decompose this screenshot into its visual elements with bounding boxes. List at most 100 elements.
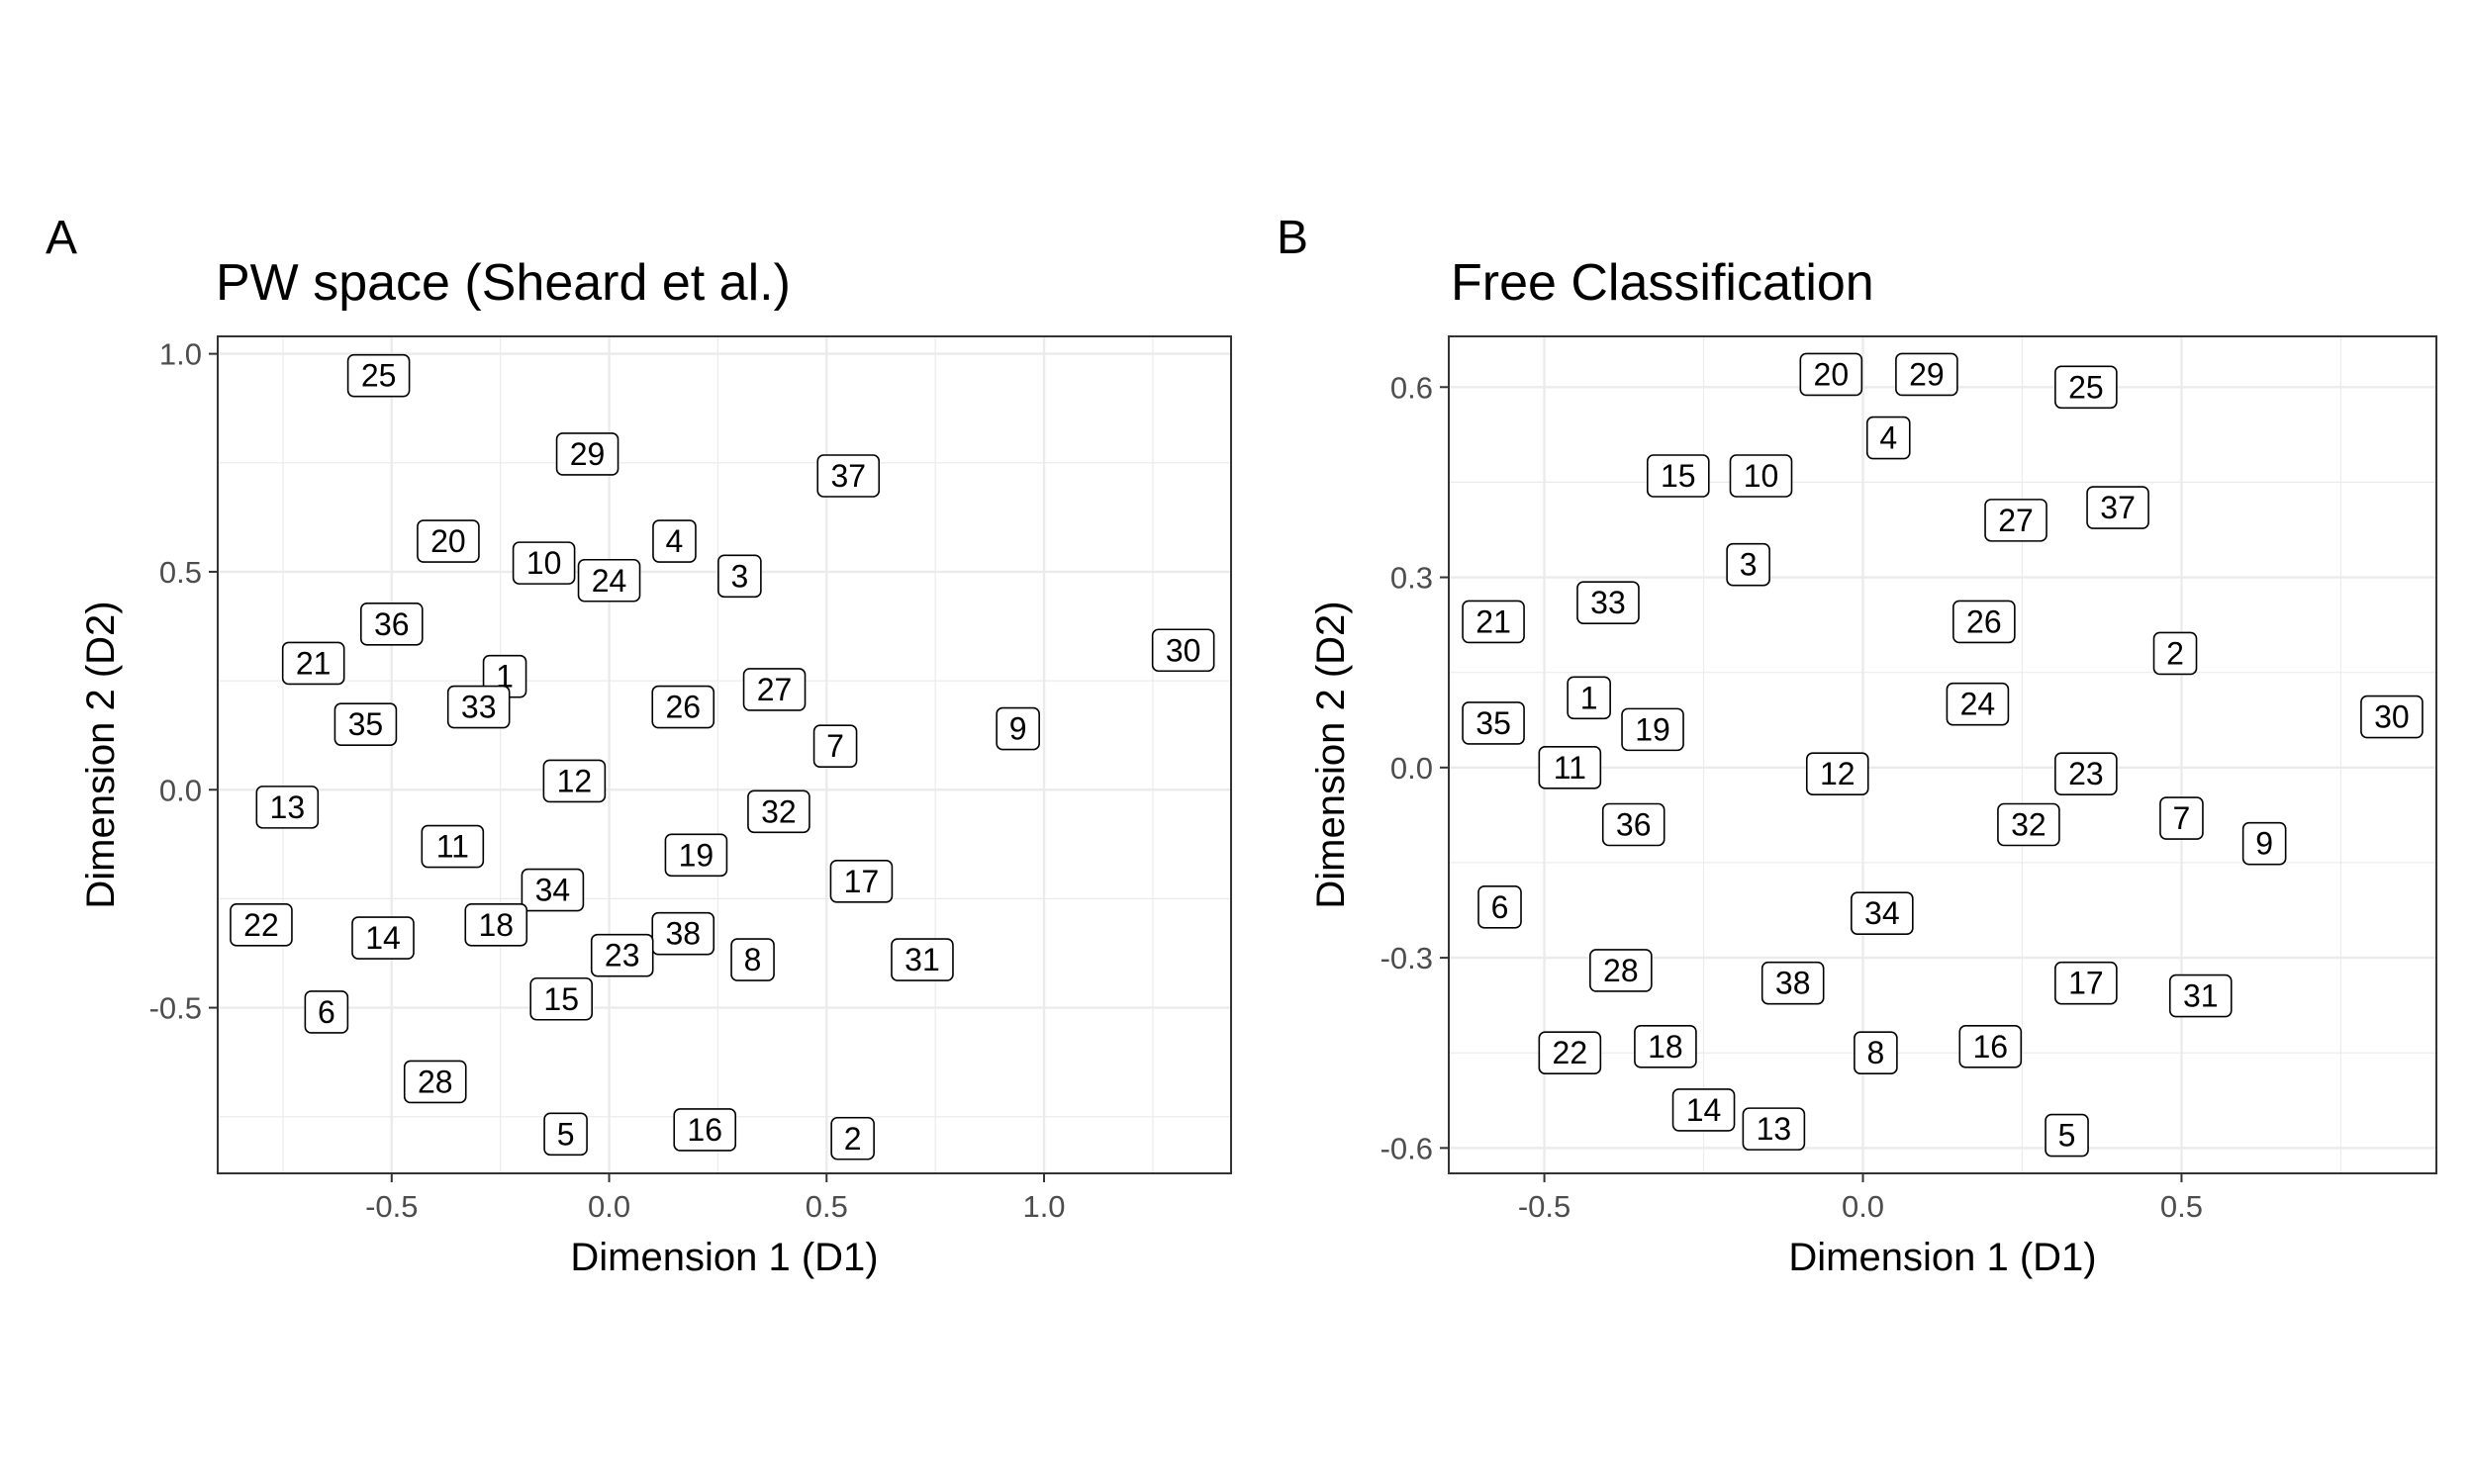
point-label-box — [651, 685, 715, 729]
point-label-box — [1984, 499, 2047, 542]
panel-b-letter: B — [1277, 212, 1308, 264]
panel-b-border — [1448, 335, 2437, 1174]
panel-a-y-tick-label: 1.0 — [159, 337, 202, 372]
point-label-box — [359, 603, 424, 646]
panel-b-point-5: 5 — [2045, 1113, 2089, 1158]
panel-a-point-14: 14 — [351, 916, 415, 960]
panel-a-point-29: 29 — [555, 432, 619, 476]
point-label-text: 24 — [1960, 687, 1996, 722]
panel-b-point-11: 11 — [1538, 746, 1602, 789]
point-label-text: 9 — [1009, 711, 1027, 747]
panel-a-point-34: 34 — [521, 868, 585, 912]
point-label-box — [812, 724, 858, 768]
point-label-text: 2 — [2166, 635, 2184, 671]
point-label-box — [529, 976, 593, 1021]
point-label-box — [2168, 974, 2233, 1018]
point-label-text: 27 — [1998, 503, 2034, 538]
point-label-text: 17 — [844, 864, 880, 899]
panel-a-x-axis-title: Dimension 1 (D1) — [570, 1236, 878, 1279]
panel-a-x-tick-label: 0.5 — [806, 1189, 848, 1224]
panel-b-axes: -0.5 0.0 0.5 -0.6 -0.3 0.0 0.3 0.6 — [1380, 370, 2203, 1224]
point-label-text: 6 — [318, 994, 335, 1030]
panel-a-point-28: 28 — [403, 1060, 467, 1104]
panel-a-point-33: 33 — [446, 685, 511, 729]
point-label-text: 4 — [1879, 420, 1897, 456]
panel-a-x-tick-label: 1.0 — [1022, 1189, 1065, 1224]
panel-b-x-tick-label: 0.5 — [2160, 1189, 2203, 1224]
panel-a-point-6: 6 — [304, 990, 349, 1034]
panel-b-x-tick-label: -0.5 — [1518, 1189, 1570, 1224]
panel-b-point-37: 37 — [2086, 486, 2149, 529]
point-label-text: 4 — [666, 523, 684, 559]
panel-b-x-axis-title: Dimension 1 (D1) — [1788, 1236, 2096, 1279]
panel-b-point-28: 28 — [1589, 949, 1653, 992]
point-label-text: 34 — [1864, 895, 1900, 931]
point-label-box — [830, 1116, 875, 1160]
point-label-text: 19 — [679, 837, 714, 873]
panel-a-title: PW space (Sheard et al.) — [216, 254, 791, 312]
point-label-text: 16 — [1972, 1029, 2008, 1065]
panel-b-point-13: 13 — [1742, 1107, 1806, 1151]
panel-b-point-33: 33 — [1576, 581, 1640, 624]
point-label-box — [1151, 628, 1215, 673]
point-label-box — [1589, 949, 1653, 992]
panel-b-point-12: 12 — [1805, 752, 1869, 796]
panel-b-point-4: 4 — [1865, 416, 1911, 460]
point-label-box — [891, 938, 954, 981]
panel-b-point-10: 10 — [1729, 454, 1793, 498]
point-label-text: 23 — [605, 938, 640, 974]
point-label-box — [464, 903, 528, 947]
panel-b-y-tick-label: -0.3 — [1380, 941, 1433, 975]
panel-b-point-8: 8 — [1854, 1031, 1898, 1075]
point-label-box — [446, 685, 511, 729]
point-label-text: 12 — [557, 763, 593, 798]
point-label-box — [2360, 695, 2424, 739]
panel-a-point-2: 2 — [830, 1116, 875, 1160]
point-label-text: 24 — [592, 563, 627, 599]
panel-b-point-34: 34 — [1851, 891, 1914, 936]
point-label-text: 37 — [2100, 490, 2136, 525]
panel-a-point-18: 18 — [464, 903, 528, 947]
panel-b-point-26: 26 — [1952, 600, 2016, 644]
point-label-text: 35 — [1475, 705, 1511, 741]
point-label-text: 6 — [1491, 889, 1509, 925]
point-label-text: 13 — [1757, 1111, 1792, 1147]
panel-b-point-18: 18 — [1634, 1025, 1697, 1068]
panel-a-point-25: 25 — [346, 353, 411, 398]
point-label-box — [2241, 821, 2287, 866]
point-label-box — [1742, 1107, 1806, 1151]
panel-a-x-tick-label: 0.0 — [588, 1189, 630, 1224]
point-label-box — [717, 554, 762, 599]
panel-a-axes: -0.5 0.0 0.5 1.0 -0.5 0.0 0.5 1.0 — [149, 337, 1066, 1224]
point-label-box — [281, 641, 345, 686]
panel-b-title: Free Classification — [1451, 254, 1874, 312]
panel-a-point-15: 15 — [529, 976, 593, 1021]
panel-b-y-tick-label: 0.3 — [1390, 561, 1433, 596]
point-label-box — [1621, 707, 1684, 752]
panel-b-point-22: 22 — [1538, 1031, 1602, 1075]
point-label-box — [1895, 352, 1958, 397]
point-label-text: 33 — [1590, 585, 1626, 620]
point-label-box — [351, 916, 415, 960]
panel-b-point-32: 32 — [1997, 802, 2060, 847]
panel-a-point-13: 13 — [255, 786, 320, 829]
point-label-box — [417, 519, 480, 563]
point-label-text: 3 — [730, 558, 748, 594]
point-label-text: 10 — [1744, 458, 1779, 494]
point-label-box — [1567, 676, 1611, 720]
point-label-text: 36 — [374, 606, 410, 642]
point-label-box — [1851, 891, 1914, 936]
point-label-box — [1952, 600, 2016, 644]
panel-a-point-30: 30 — [1151, 628, 1215, 673]
point-label-text: 7 — [826, 728, 844, 764]
point-label-box — [1477, 885, 1522, 929]
point-label-box — [1805, 752, 1869, 796]
panel-a-point-36: 36 — [359, 603, 424, 646]
panel-b-point-15: 15 — [1646, 454, 1710, 498]
point-label-box — [1958, 1025, 2023, 1068]
point-label-text: 18 — [478, 907, 514, 943]
panel-a-y-tick-label: 0.0 — [159, 773, 202, 807]
